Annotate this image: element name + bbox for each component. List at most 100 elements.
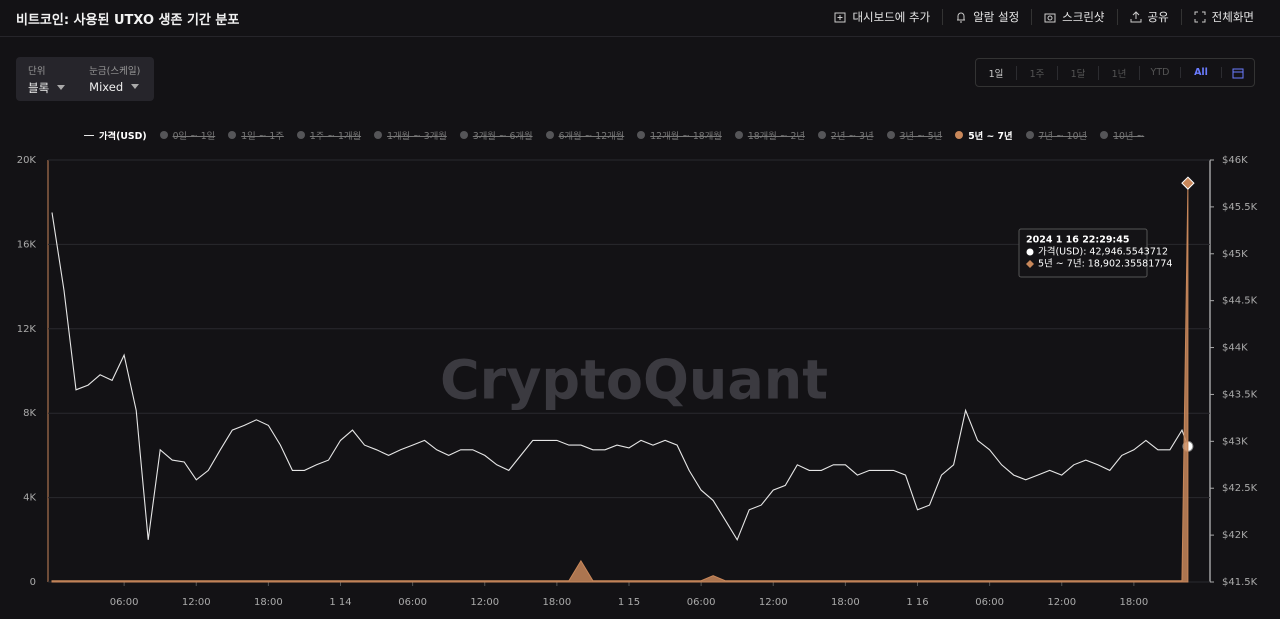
legend-label: 12개월 ~ 18개월 xyxy=(650,131,722,142)
range-button[interactable]: 1년 xyxy=(1099,65,1140,80)
legend-item[interactable]: 3년 ~ 5년 xyxy=(886,128,943,142)
legend-label: 7년 ~ 10년 xyxy=(1038,131,1088,142)
legend-item[interactable]: 18개월 ~ 2년 xyxy=(734,128,805,142)
x-tick-label: 12:00 xyxy=(182,597,211,608)
legend-item[interactable]: 10년 ~ xyxy=(1100,128,1144,142)
legend-item[interactable]: 1주 ~ 1개월 xyxy=(296,128,362,142)
calendar-button[interactable] xyxy=(1222,67,1254,79)
x-tick-label: 18:00 xyxy=(254,597,283,608)
y2-tick-label: $46K xyxy=(1222,155,1248,166)
legend-item[interactable]: 가격(USD) xyxy=(84,128,147,142)
legend-marker xyxy=(84,134,94,136)
legend-label: 1개월 ~ 3개월 xyxy=(387,131,447,142)
share-button[interactable]: 공유 xyxy=(1116,9,1181,25)
y2-tick-label: $44K xyxy=(1222,343,1248,354)
legend-item[interactable]: 1일 ~ 1주 xyxy=(228,128,284,142)
x-tick-label: 18:00 xyxy=(542,597,571,608)
fullscreen-button[interactable]: 전체화면 xyxy=(1180,9,1266,25)
button-label: 대시보드에 추가 xyxy=(852,10,931,24)
control-label: 단위 xyxy=(28,66,46,77)
screenshot-button[interactable]: 스크린샷 xyxy=(1031,9,1116,25)
icon xyxy=(1130,11,1141,23)
legend-item[interactable]: 0일 ~ 1일 xyxy=(159,128,215,142)
y2-tick-label: $43K xyxy=(1222,436,1248,447)
y2-tick-label: $42.5K xyxy=(1222,483,1258,494)
legend-marker xyxy=(545,131,554,139)
legend-label: 3개월 ~ 6개월 xyxy=(472,131,533,142)
legend-marker xyxy=(1025,131,1034,139)
x-tick-label: 06:00 xyxy=(110,597,139,608)
legend-label: 18개월 ~ 2년 xyxy=(747,131,805,142)
legend-item[interactable]: 6개월 ~ 12개월 xyxy=(545,128,625,142)
tooltip-bullet xyxy=(1026,248,1034,256)
control-value: 블록 xyxy=(28,80,65,96)
y-tick-label: 20K xyxy=(17,155,37,166)
button-label: 전체화면 xyxy=(1211,10,1254,24)
range-button[interactable]: 1달 xyxy=(1058,65,1099,80)
legend-item[interactable]: 2년 ~ 3년 xyxy=(817,128,874,142)
control-value: Mixed xyxy=(89,80,140,94)
legend-label: 1일 ~ 1주 xyxy=(241,131,284,142)
range-button[interactable]: YTD xyxy=(1140,67,1181,78)
y-tick-label: 8K xyxy=(23,408,36,419)
legend-item[interactable]: 5년 ~ 7년 xyxy=(955,128,1013,142)
scale-select[interactable]: 눈금(스케일) Mixed xyxy=(77,57,152,101)
icon xyxy=(834,12,846,23)
range-button[interactable]: 1일 xyxy=(976,65,1017,80)
legend-item[interactable]: 3개월 ~ 6개월 xyxy=(459,128,533,142)
tooltip-box xyxy=(1018,228,1148,278)
x-tick-label: 06:00 xyxy=(687,597,716,608)
legend-marker xyxy=(886,131,895,139)
legend-marker xyxy=(228,131,237,139)
legend-label: 10년 ~ xyxy=(1113,131,1145,142)
button-label: 공유 xyxy=(1147,10,1169,24)
legend-item[interactable]: 1개월 ~ 3개월 xyxy=(374,128,447,142)
x-tick-label: 1 15 xyxy=(618,597,640,608)
legend: 가격(USD) 0일 ~ 1일 1일 ~ 1주 1주 ~ 1개월 1개월 ~ 3개월 3개… xyxy=(84,128,1144,142)
legend-marker xyxy=(296,131,305,139)
legend-label: 3년 ~ 5년 xyxy=(899,131,943,142)
legend-label: 1주 ~ 1개월 xyxy=(309,131,362,142)
control-label: 눈금(스케일) xyxy=(89,66,141,77)
icon xyxy=(1194,11,1206,23)
add-dashboard-button[interactable]: 대시보드에 추가 xyxy=(822,9,942,25)
legend-label: 2년 ~ 3년 xyxy=(830,131,874,142)
tooltip-title: 2024 1 16 22:29:45 xyxy=(1026,235,1129,246)
legend-marker xyxy=(374,131,383,139)
legend-item[interactable]: 12개월 ~ 18개월 xyxy=(637,128,722,142)
x-tick-label: 12:00 xyxy=(759,597,788,608)
legend-marker xyxy=(955,131,964,139)
y-tick-label: 16K xyxy=(17,239,37,250)
line xyxy=(51,212,1189,542)
tooltip-bullet xyxy=(1026,260,1034,268)
range-button[interactable]: 1주 xyxy=(1017,65,1058,80)
x-tick-label: 06:00 xyxy=(398,597,427,608)
legend-marker xyxy=(734,131,743,139)
legend-marker xyxy=(817,131,826,139)
x-tick-label: 1 14 xyxy=(329,597,351,608)
x-tick-label: 12:00 xyxy=(470,597,499,608)
legend-item[interactable]: 7년 ~ 10년 xyxy=(1025,128,1088,142)
calendar-icon xyxy=(1232,68,1244,78)
button-label: 알람 설정 xyxy=(973,10,1020,24)
y2-tick-label: $43.5K xyxy=(1222,389,1258,400)
icon xyxy=(1044,13,1056,23)
alert-button[interactable]: 알람 설정 xyxy=(942,9,1031,25)
header: 비트코인: 사용된 UTXO 생존 기간 분포 대시보드에 추가 알람 설정 스… xyxy=(0,0,1280,37)
y2-tick-label: $45.5K xyxy=(1222,202,1258,213)
y-tick-label: 4K xyxy=(23,493,36,504)
y2-tick-label: $42K xyxy=(1222,530,1248,541)
y2-tick-label: $45K xyxy=(1222,249,1248,260)
area xyxy=(51,183,1189,583)
y-tick-label: 12K xyxy=(17,324,37,335)
legend-label: 6개월 ~ 12개월 xyxy=(558,131,625,142)
header-actions: 대시보드에 추가 알람 설정 스크린샷 공유 전체화면 xyxy=(822,9,1266,25)
plot-area: 0 4K 8K 12K 16K 20K $41.5K $42K $42.5K $43K $43.5K… xyxy=(17,155,1258,608)
y2-tick-label: $41.5K xyxy=(1222,577,1258,588)
range-button[interactable]: All xyxy=(1181,67,1222,78)
x-tick-label: 06:00 xyxy=(975,597,1004,608)
